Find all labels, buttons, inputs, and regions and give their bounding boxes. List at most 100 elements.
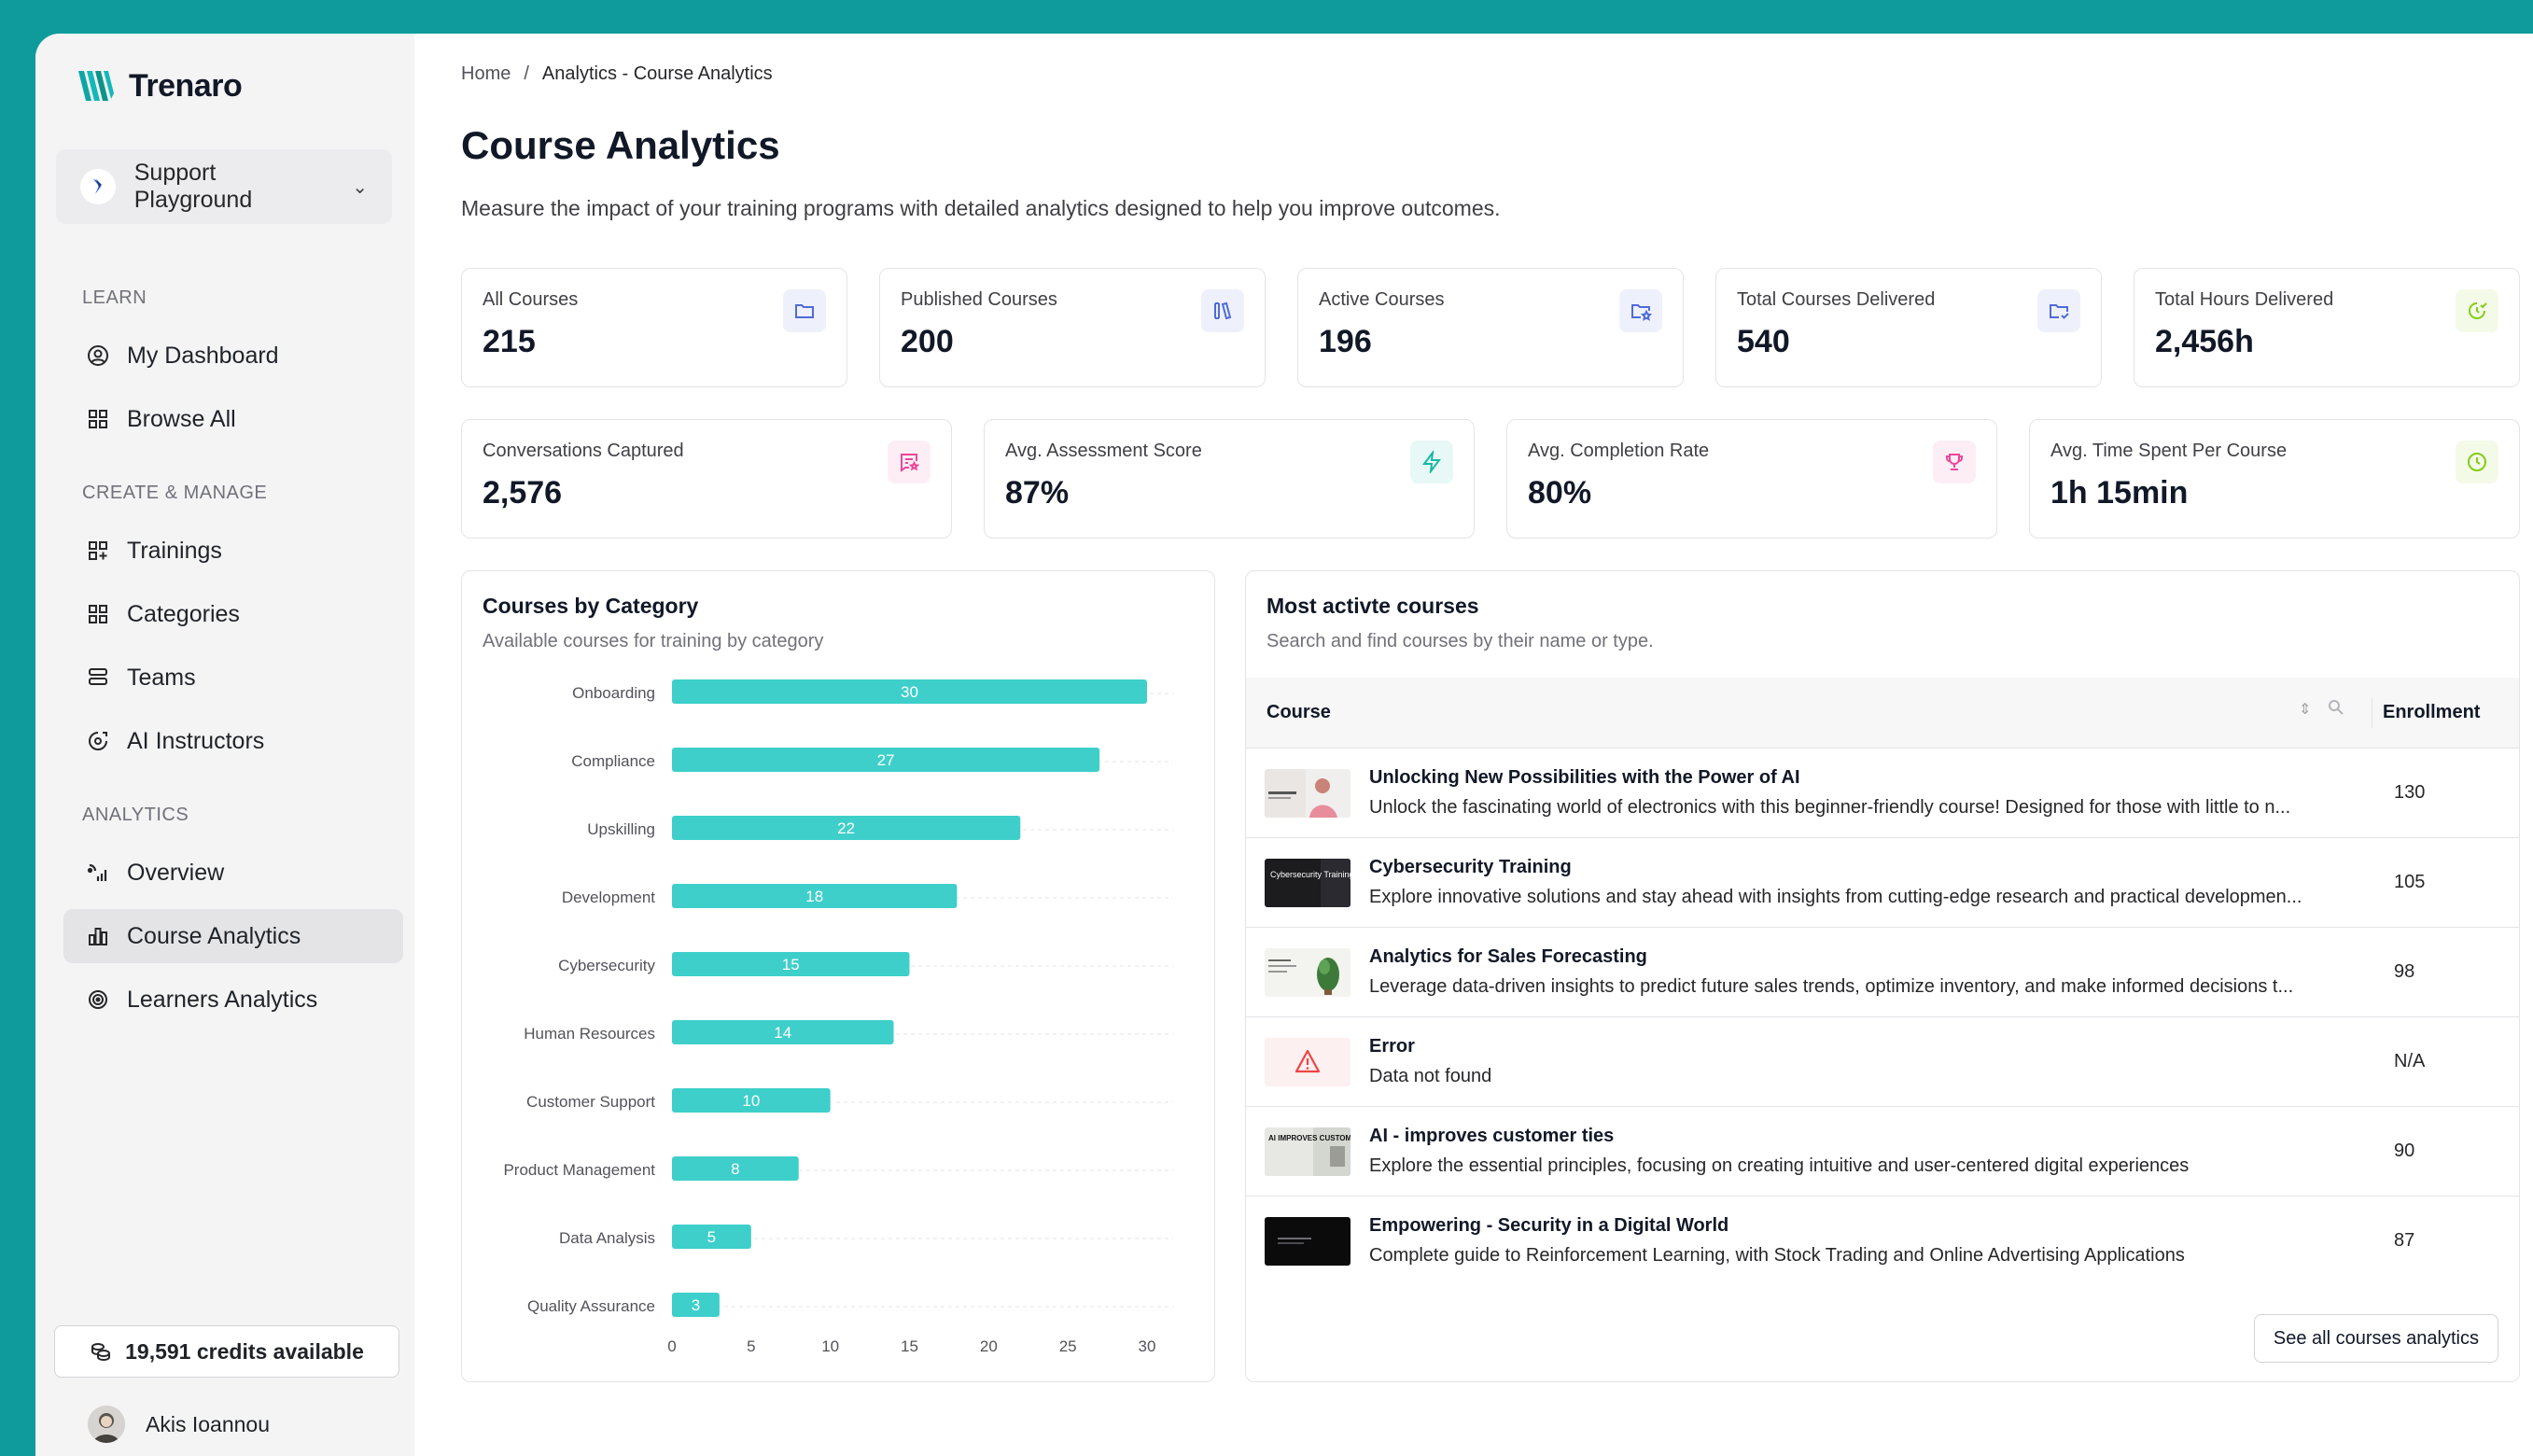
- bar-value-label: 30: [901, 683, 918, 701]
- table-row[interactable]: Unlocking New Possibilities with the Pow…: [1246, 749, 2519, 838]
- sidebar-item-trainings[interactable]: Trainings: [63, 524, 403, 578]
- most-active-courses-card: Most activte courses Search and find cou…: [1245, 570, 2520, 1382]
- bar[interactable]: [672, 1156, 799, 1181]
- chart-subtitle: Available courses for training by catego…: [483, 631, 824, 651]
- brand[interactable]: Trenaro: [75, 65, 243, 106]
- thumbnail-text: Cybersecurity Training: [1270, 870, 1350, 879]
- workspace-switcher[interactable]: Support Playground ⌄: [56, 149, 392, 224]
- course-enrollment: 90: [2394, 1141, 2415, 1161]
- bar[interactable]: [672, 952, 910, 976]
- course-enrollment: N/A: [2394, 1051, 2426, 1071]
- bar[interactable]: [672, 1088, 831, 1113]
- breadcrumb-home-link[interactable]: Home: [461, 63, 511, 84]
- stat-label: Total Hours Delivered: [2155, 289, 2334, 310]
- bar[interactable]: [672, 816, 1021, 840]
- course-enrollment: 87: [2394, 1230, 2415, 1251]
- see-all-courses-button[interactable]: See all courses analytics: [2253, 1314, 2498, 1363]
- warning-icon: [1294, 1049, 1321, 1073]
- stat-value: 540: [1737, 324, 1790, 359]
- sidebar-item-ai-instructors[interactable]: AI Instructors: [63, 714, 403, 768]
- table-row[interactable]: AI IMPROVES CUSTOMER TIES AI - improves …: [1246, 1107, 2519, 1197]
- sidebar-item-teams[interactable]: Teams: [63, 651, 403, 705]
- bar-chart-icon: [86, 924, 110, 948]
- sidebar-item-learners-analytics[interactable]: Learners Analytics: [63, 973, 403, 1027]
- stat-card-active-courses: Active Courses 196: [1297, 268, 1684, 387]
- column-header-enrollment[interactable]: Enrollment: [2383, 702, 2481, 722]
- table-row[interactable]: Analytics for Sales Forecasting Leverage…: [1246, 928, 2519, 1017]
- sidebar-item-my-dashboard[interactable]: My Dashboard: [63, 329, 403, 383]
- bar[interactable]: [672, 1293, 720, 1317]
- course-thumbnail: [1265, 1038, 1350, 1086]
- course-description: Explore the essential principles, focusi…: [1369, 1155, 2190, 1176]
- sidebar-item-label: AI Instructors: [127, 727, 265, 754]
- table-header: Course ⇕ Enrollment: [1246, 678, 2519, 749]
- bar-value-label: 14: [774, 1024, 791, 1042]
- stat-value: 2,456h: [2155, 324, 2254, 359]
- breadcrumb: Home / Analytics - Course Analytics: [461, 63, 773, 85]
- bar-value-label: 22: [837, 819, 855, 837]
- stat-value: 215: [483, 324, 536, 359]
- bar[interactable]: [672, 748, 1100, 772]
- bar[interactable]: [672, 1020, 894, 1044]
- bar-value-label: 5: [707, 1228, 716, 1246]
- trophy-icon: [1933, 441, 1976, 483]
- course-thumbnail: AI IMPROVES CUSTOMER TIES: [1265, 1127, 1350, 1176]
- section-label-analytics: ANALYTICS: [82, 805, 189, 825]
- table-row[interactable]: Cybersecurity Training Cybersecurity Tra…: [1246, 838, 2519, 928]
- section-label-learn: LEARN: [82, 287, 147, 308]
- workspace-label: Support Playground: [133, 160, 253, 213]
- breadcrumb-current: Analytics - Course Analytics: [541, 63, 773, 84]
- sidebar-item-overview[interactable]: Overview: [63, 846, 403, 900]
- clock-icon: [2456, 441, 2498, 483]
- sidebar-item-label: Browse All: [127, 405, 236, 432]
- ai-icon: [86, 729, 110, 753]
- trenaro-logo-icon: [78, 71, 114, 101]
- sidebar-item-course-analytics[interactable]: Course Analytics: [63, 909, 403, 963]
- x-tick-label: 5: [747, 1337, 755, 1355]
- stat-value: 200: [901, 324, 954, 359]
- sidebar-item-label: Course Analytics: [127, 922, 301, 949]
- course-description: Complete guide to Reinforcement Learning…: [1369, 1245, 2185, 1266]
- stat-label: Conversations Captured: [483, 441, 684, 461]
- credits-button[interactable]: 19,591 credits available: [54, 1325, 399, 1378]
- sidebar-item-label: Categories: [127, 600, 240, 627]
- course-enrollment: 130: [2394, 782, 2426, 803]
- folder-check-icon: [2037, 289, 2080, 332]
- sidebar-item-label: My Dashboard: [127, 342, 279, 369]
- search-icon[interactable]: [2327, 698, 2345, 717]
- x-tick-label: 25: [1059, 1337, 1077, 1355]
- user-profile[interactable]: Akis Ioannou: [88, 1406, 270, 1443]
- stat-card-avg-time-spent: Avg. Time Spent Per Course 1h 15min: [2029, 419, 2520, 539]
- course-thumbnail: [1265, 1217, 1350, 1266]
- course-title: Unlocking New Possibilities with the Pow…: [1369, 767, 1800, 788]
- target-icon: [86, 987, 110, 1012]
- stat-label: Active Courses: [1319, 289, 1445, 310]
- stat-value: 196: [1319, 324, 1372, 359]
- stat-card-avg-assessment-score: Avg. Assessment Score 87%: [984, 419, 1475, 539]
- clock-check-icon: [2456, 289, 2498, 332]
- bar[interactable]: [672, 884, 958, 908]
- coins-icon: [91, 1343, 111, 1362]
- table-row[interactable]: Empowering - Security in a Digital World…: [1246, 1197, 2519, 1286]
- sort-icon[interactable]: ⇕: [2299, 702, 2312, 718]
- sidebar-item-browse-all[interactable]: Browse All: [63, 392, 403, 446]
- sidebar-item-label: Overview: [127, 859, 225, 886]
- stat-label: Avg. Completion Rate: [1528, 441, 1710, 461]
- stat-label: Published Courses: [901, 289, 1057, 310]
- course-title: Cybersecurity Training: [1369, 857, 1572, 877]
- sidebar-item-categories[interactable]: Categories: [63, 587, 403, 641]
- table-row[interactable]: Error Data not found N/A: [1246, 1017, 2519, 1107]
- course-description: Leverage data-driven insights to predict…: [1369, 976, 2294, 997]
- course-enrollment: 98: [2394, 961, 2415, 982]
- chat-star-icon: [888, 441, 931, 483]
- bar[interactable]: [672, 1225, 751, 1249]
- stat-card-total-hours-delivered: Total Hours Delivered 2,456h: [2134, 268, 2520, 387]
- chevron-down-icon: ⌄: [352, 176, 368, 198]
- stack-icon: [86, 665, 110, 690]
- course-title: AI - improves customer ties: [1369, 1126, 1615, 1146]
- books-icon: [1201, 289, 1244, 332]
- bar[interactable]: [672, 679, 1147, 704]
- column-header-course[interactable]: Course: [1266, 702, 1331, 722]
- course-description: Explore innovative solutions and stay ah…: [1369, 887, 2302, 907]
- breadcrumb-separator: /: [524, 63, 529, 84]
